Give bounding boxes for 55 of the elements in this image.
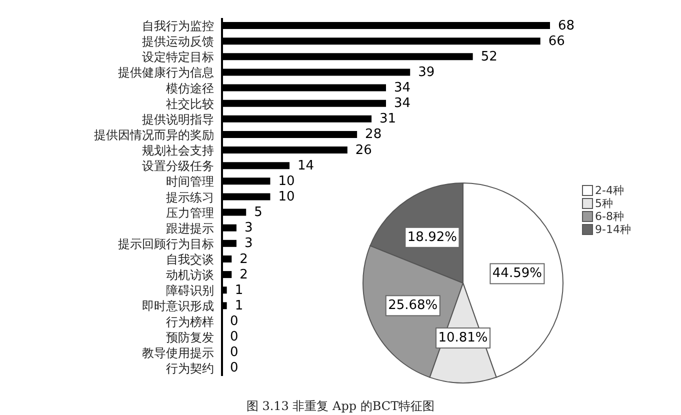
data-label: 18.92%	[407, 230, 457, 245]
y-tick-label: 时间管理	[166, 174, 214, 189]
y-tick-label: 设定特定目标	[142, 50, 214, 64]
data-label: 25.68%	[388, 298, 438, 314]
data-label: 10	[278, 174, 295, 189]
y-tick-label: 提示练习	[166, 190, 214, 204]
y-tick-label: 障碍识别	[166, 284, 214, 298]
data-label: 0	[230, 360, 238, 376]
data-label: 1	[234, 298, 244, 314]
y-tick-label: 提供因情况而异的奖励	[94, 128, 214, 142]
y-tick-label: 社交比较	[166, 96, 214, 111]
data-label: 31	[380, 112, 396, 127]
y-tick-label: 即时意识形成	[142, 299, 214, 314]
legend-label: 5种	[594, 197, 614, 210]
data-label: 52	[480, 49, 498, 64]
data-label: 34	[394, 80, 411, 96]
data-label: 39	[418, 64, 435, 80]
y-tick-label: 提示回顾行为目标	[118, 236, 214, 251]
data-label: 68	[558, 18, 575, 34]
data-label: 3	[244, 236, 253, 252]
data-label: 10.81%	[438, 330, 488, 346]
data-label: 34	[394, 96, 411, 112]
legend-label: 9-14种	[594, 223, 631, 236]
data-label: 0	[230, 345, 238, 360]
data-label: 10	[278, 190, 295, 204]
data-label: 0	[230, 314, 238, 330]
data-label: 26	[355, 142, 372, 158]
y-tick-label: 压力管理	[166, 206, 214, 220]
data-label: 14	[298, 158, 314, 174]
y-tick-label: 设置分级任务	[142, 159, 214, 174]
y-tick-label: 自我交谈	[166, 252, 214, 267]
data-label: 28	[365, 127, 382, 142]
y-tick-label: 规划社会支持	[142, 144, 214, 158]
y-tick-label: 教导使用提示	[142, 346, 214, 360]
y-tick-label: 提供健康行为信息	[118, 66, 214, 80]
y-tick-label: 预防复发	[166, 330, 214, 344]
y-tick-label: 行为契约	[166, 361, 214, 376]
y-tick-label: 模仿途径	[166, 81, 214, 96]
y-tick-label: 动机访谈	[166, 268, 214, 282]
data-label: 0	[230, 330, 238, 345]
caption: 图 3.13 非重复 App 的BCT特征图	[245, 398, 436, 415]
data-label: 5	[254, 205, 262, 220]
legend-label: 2-4种	[594, 184, 625, 197]
data-label: 2	[240, 252, 248, 267]
data-label: 44.59%	[492, 266, 542, 282]
y-tick-label: 跟进提示	[166, 221, 214, 236]
data-label: 3	[244, 220, 253, 236]
data-label: 66	[548, 34, 565, 49]
y-tick-label: 提供运动反馈	[142, 34, 214, 49]
data-label: 2	[240, 267, 248, 282]
y-tick-label: 提供说明指导	[142, 112, 214, 126]
y-tick-label: 行为榜样	[166, 314, 214, 329]
y-tick-label: 自我行为监控	[142, 19, 214, 34]
data-label: 1	[234, 282, 244, 298]
legend-label: 6-8种	[594, 210, 625, 223]
